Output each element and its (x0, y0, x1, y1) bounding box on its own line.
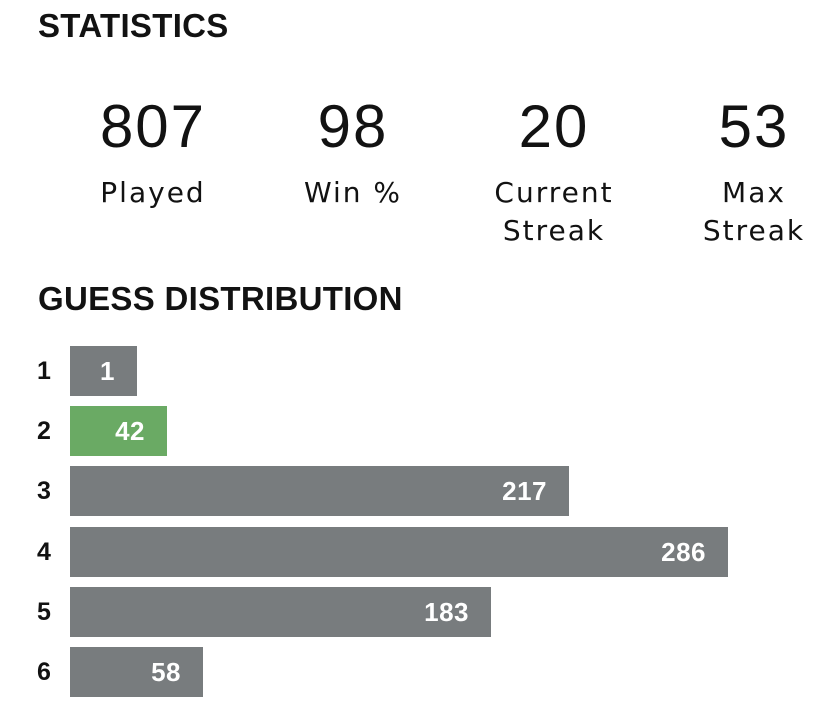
guess-bar: 58 (70, 646, 203, 697)
statistics-title: STATISTICS (38, 7, 229, 44)
stat-label: Played (100, 176, 206, 209)
stat-win-percent: 98 Win % (273, 96, 433, 212)
guess-distribution-title: GUESS DISTRIBUTION (38, 280, 403, 317)
guess-row-4: 4 286 (0, 526, 834, 577)
stat-value: 98 (317, 93, 389, 160)
guess-bar: 42 (70, 406, 167, 457)
stat-label: Win % (303, 176, 403, 209)
guess-row-2: 2 42 (0, 406, 834, 457)
stat-label: Max Streak (702, 176, 806, 247)
stat-played: 807 Played (73, 96, 233, 212)
guess-bar: 183 (70, 586, 491, 637)
guess-bar: 286 (70, 526, 728, 577)
guess-number: 2 (37, 417, 51, 446)
guess-count: 42 (115, 416, 145, 447)
guess-count: 58 (151, 656, 181, 687)
guess-row-6: 6 58 (0, 646, 834, 697)
guess-row-5: 5 183 (0, 586, 834, 637)
statistics-row: 807 Played 98 Win % 20 Current Streak 53… (0, 96, 834, 256)
guess-count: 183 (424, 596, 469, 627)
guess-count: 1 (100, 356, 115, 386)
guess-count: 286 (661, 536, 706, 567)
stat-value: 53 (718, 93, 790, 160)
guess-bar: 1 (70, 346, 137, 396)
stat-value: 20 (518, 93, 590, 160)
stat-current-streak: 20 Current Streak (474, 96, 634, 250)
stat-value: 807 (99, 93, 207, 160)
guess-number: 3 (37, 477, 51, 506)
guess-number: 5 (37, 597, 51, 626)
guess-count: 217 (502, 476, 547, 507)
guess-number: 4 (37, 537, 51, 566)
guess-number: 6 (37, 657, 51, 686)
stat-label: Current Streak (494, 176, 614, 247)
guess-distribution: 1 1 2 42 3 217 4 286 5 183 6 58 (0, 346, 834, 707)
guess-number: 1 (37, 357, 51, 385)
guess-row-3: 3 217 (0, 466, 834, 517)
stat-max-streak: 53 Max Streak (674, 96, 834, 250)
guess-bar: 217 (70, 466, 569, 517)
